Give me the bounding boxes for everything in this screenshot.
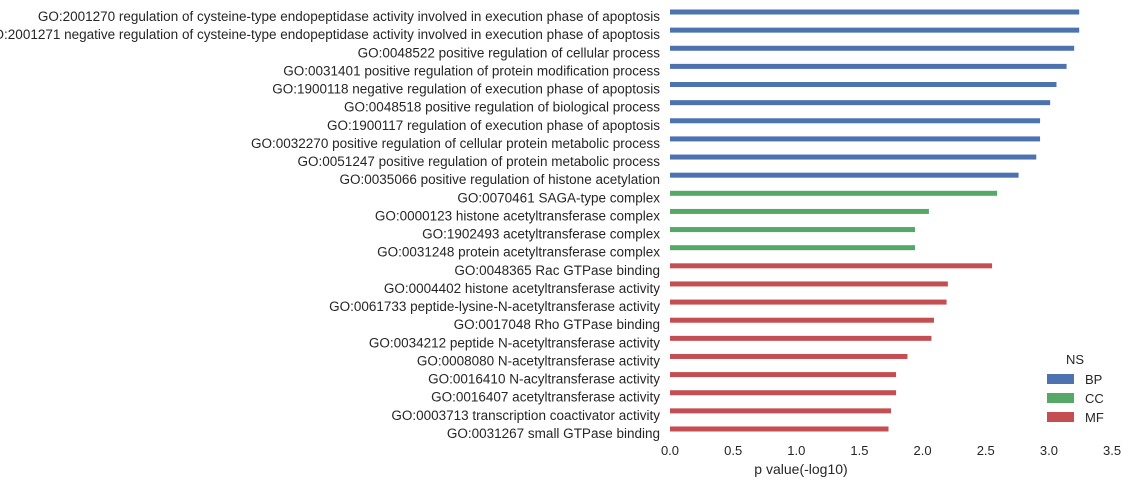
bar-bp [670,45,1075,51]
bar-mf [670,263,993,269]
x-tick-label: 0.0 [661,443,679,458]
x-tick-label: 0.5 [724,443,742,458]
legend-label-mf: MF [1085,410,1104,425]
category-label: GO:0016407 acetyltransferase activity [431,390,660,405]
category-label: GO:0004402 histone acetyltransferase act… [384,281,660,296]
category-label: GO:0032270 positive regulation of cellul… [251,136,660,151]
category-label: GO:0035066 positive regulation of histon… [340,172,660,187]
bar-bp [670,100,1051,106]
category-label: GO:0016410 N-acyltransferase activity [428,372,660,387]
bar-bp [670,172,1019,178]
category-label: GO:0003713 transcription coactivator act… [391,408,660,423]
bar-cc [670,227,916,233]
category-label: GO:0048522 positive regulation of cellul… [358,45,661,60]
x-tick-label: 1.0 [787,443,805,458]
legend-label-cc: CC [1085,391,1104,406]
x-tick-label: 2.0 [914,443,932,458]
bar-mf [670,299,947,305]
bar-bp [670,9,1080,15]
category-label: GO:1900118 negative regulation of execut… [272,82,660,97]
bar-cc [670,208,929,214]
category-label: GO:0000123 histone acetyltransferase com… [375,208,660,223]
category-label: GO:1902493 acetyltransferase complex [422,227,660,242]
x-tick-label: 3.5 [1103,443,1121,458]
bars-layer [670,9,1080,432]
category-label: GO:2001271 negative regulation of cystei… [0,27,660,42]
x-tick-label: 2.5 [977,443,995,458]
legend-swatch-mf [1047,412,1074,422]
legend: NS BP CC MF [1047,352,1104,425]
category-label: GO:1900117 regulation of execution phase… [327,118,660,133]
category-label: GO:0031401 positive regulation of protei… [283,63,660,78]
bar-mf [670,408,892,414]
bar-bp [670,154,1037,160]
x-axis-ticks: 0.0 0.5 1.0 1.5 2.0 2.5 3.0 3.5 [661,443,1121,458]
legend-title: NS [1066,352,1084,367]
x-axis-title: p value(-log10) [754,461,847,477]
bar-cc [670,245,916,251]
bar-mf [670,353,908,359]
bar-mf [670,390,897,396]
category-label: GO:0034212 peptide N-acetyltransferase a… [369,335,660,350]
legend-entries: BP CC MF [1047,372,1104,425]
bar-bp [670,27,1080,33]
category-label: GO:0031248 protein acetyltransferase com… [377,245,660,260]
x-tick-label: 1.5 [850,443,868,458]
bar-bp [670,82,1057,88]
category-label: GO:0048365 Rac GTPase binding [454,263,660,278]
bar-bp [670,136,1041,142]
category-labels: GO:2001270 regulation of cysteine-type e… [0,9,660,441]
bar-mf [670,317,934,323]
legend-label-bp: BP [1085,372,1102,387]
category-label: GO:0061733 peptide-lysine-N-acetyltransf… [329,299,660,314]
legend-swatch-bp [1047,374,1074,384]
x-tick-label: 3.0 [1040,443,1058,458]
category-label: GO:0031267 small GTPase binding [447,426,660,441]
category-label: GO:0048518 positive regulation of biolog… [344,100,660,115]
bar-mf [670,372,897,378]
bar-mf [670,335,932,341]
bar-bp [670,63,1067,69]
bar-cc [670,190,998,196]
category-label: GO:2001270 regulation of cysteine-type e… [38,9,660,24]
category-label: GO:0017048 Rho GTPase binding [454,317,660,332]
category-label: GO:0051247 positive regulation of protei… [298,154,661,169]
bar-mf [670,426,889,432]
category-label: GO:0008080 N-acetyltransferase activity [417,353,660,368]
category-label: GO:0070461 SAGA-type complex [457,190,660,205]
bar-bp [670,118,1041,124]
bar-mf [670,281,948,287]
legend-swatch-cc [1047,393,1074,403]
